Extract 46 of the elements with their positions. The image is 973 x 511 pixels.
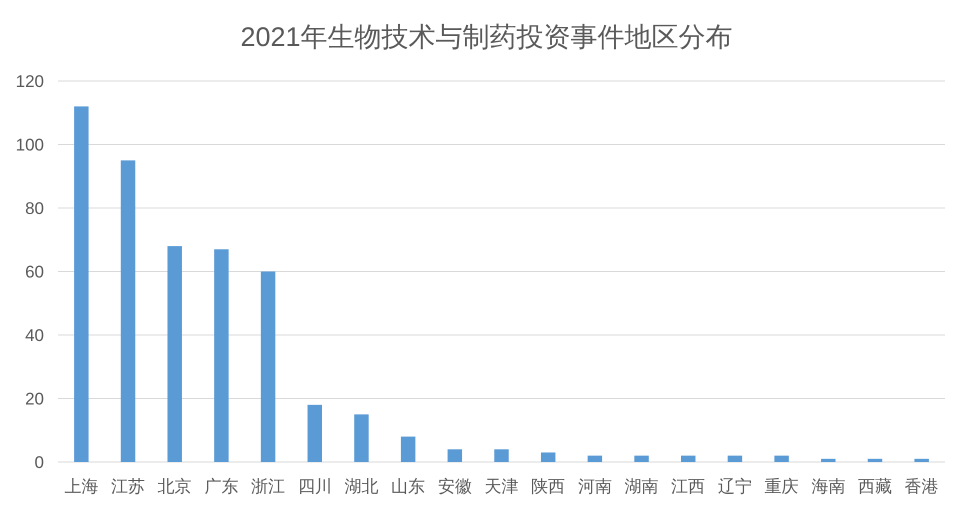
bar <box>214 249 229 462</box>
chart-title: 2021年生物技术与制药投资事件地区分布 <box>240 22 733 52</box>
bar <box>448 449 462 462</box>
x-tick-label: 湖南 <box>624 477 659 496</box>
x-tick-label: 广东 <box>204 477 238 496</box>
bar <box>260 272 276 462</box>
bar <box>728 456 742 462</box>
bar <box>120 160 136 462</box>
x-tick-label: 湖北 <box>344 477 378 496</box>
bar <box>400 436 416 462</box>
x-tick-label: 江苏 <box>111 477 146 496</box>
x-tick-label: 四川 <box>298 477 332 496</box>
x-tick-label: 安徽 <box>438 477 472 496</box>
y-tick-label: 100 <box>16 136 44 154</box>
x-tick-label: 山东 <box>391 477 426 496</box>
bar <box>540 452 556 462</box>
bar <box>167 246 182 462</box>
bar <box>868 458 882 462</box>
x-tick-label: 天津 <box>484 477 518 496</box>
x-tick-label: 浙江 <box>251 477 286 496</box>
bar <box>354 414 369 462</box>
bar <box>914 458 929 462</box>
bar <box>308 404 322 462</box>
bar <box>494 449 509 462</box>
y-tick-label: 20 <box>25 390 44 408</box>
x-tick-label: 辽宁 <box>718 477 752 496</box>
x-tick-label: 河南 <box>578 477 612 496</box>
x-tick-label: 西藏 <box>858 477 892 496</box>
y-tick-label: 60 <box>25 262 44 282</box>
bar <box>634 456 649 462</box>
x-tick-label: 香港 <box>904 477 939 496</box>
y-tick-label: 120 <box>16 72 44 91</box>
y-tick-label: 0 <box>34 453 44 472</box>
x-tick-label: 上海 <box>64 477 98 496</box>
x-tick-label: 北京 <box>158 477 192 496</box>
x-tick-label: 海南 <box>811 477 846 496</box>
y-tick-label: 80 <box>25 199 44 218</box>
y-tick-label: 40 <box>25 326 44 345</box>
bar <box>821 458 836 462</box>
bar <box>74 106 89 462</box>
x-tick-label: 江西 <box>671 477 706 496</box>
x-tick-label: 陕西 <box>531 477 566 496</box>
x-tick-label: 重庆 <box>764 477 799 496</box>
bar <box>681 456 696 462</box>
bar <box>774 456 789 462</box>
bar <box>588 456 602 462</box>
